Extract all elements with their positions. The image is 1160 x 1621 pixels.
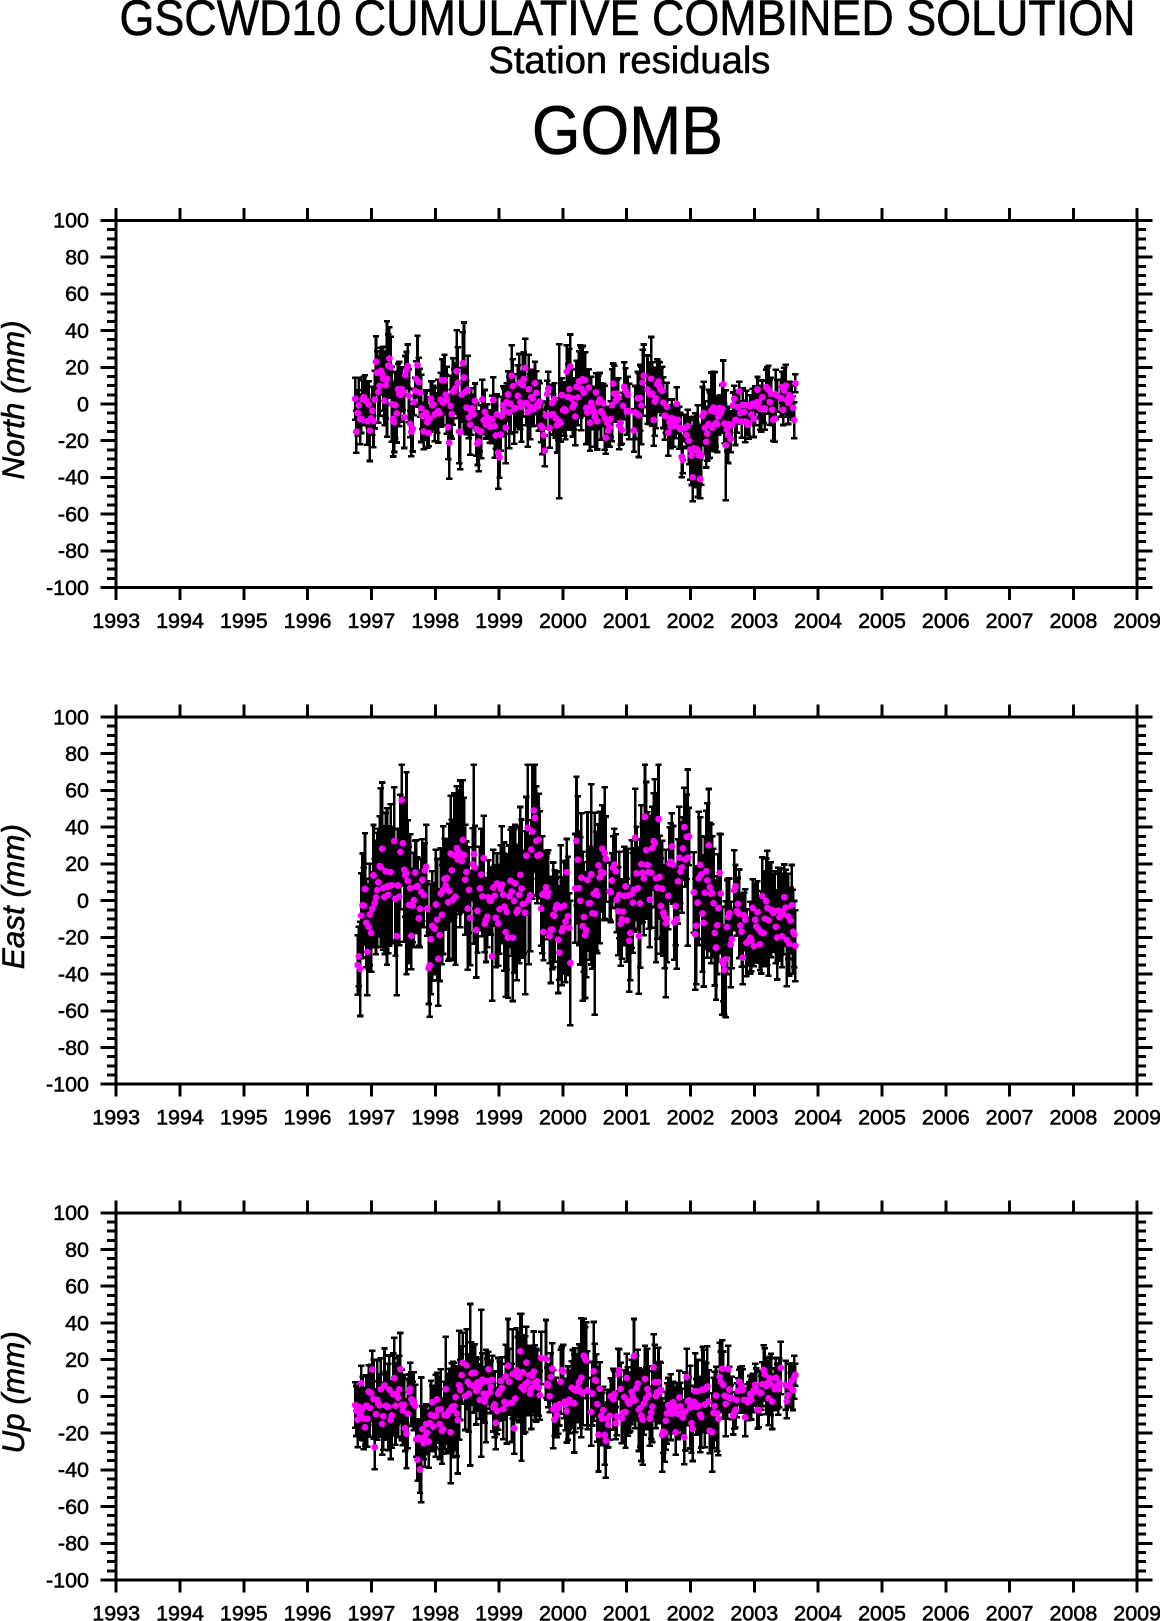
svg-text:2008: 2008: [1049, 609, 1097, 633]
svg-text:1997: 1997: [347, 1602, 395, 1621]
svg-text:Station residuals: Station residuals: [488, 39, 770, 81]
svg-text:1995: 1995: [220, 609, 268, 633]
svg-text:100: 100: [53, 705, 89, 729]
svg-text:1994: 1994: [156, 609, 204, 633]
svg-text:20: 20: [65, 356, 89, 380]
svg-text:2003: 2003: [730, 1106, 778, 1130]
svg-text:20: 20: [65, 1348, 89, 1372]
svg-text:1999: 1999: [475, 1106, 523, 1130]
svg-text:1994: 1994: [156, 1602, 204, 1621]
svg-text:-20: -20: [58, 429, 89, 453]
svg-text:2003: 2003: [730, 609, 778, 633]
svg-text:2002: 2002: [667, 609, 715, 633]
svg-text:1999: 1999: [475, 1602, 523, 1621]
svg-text:40: 40: [65, 319, 89, 343]
svg-text:GOMB: GOMB: [532, 93, 723, 169]
svg-text:2009: 2009: [1113, 1106, 1160, 1130]
svg-text:-80: -80: [58, 1036, 89, 1060]
svg-text:-100: -100: [46, 1568, 89, 1592]
svg-text:2008: 2008: [1049, 1602, 1097, 1621]
svg-text:2009: 2009: [1113, 1602, 1160, 1621]
svg-text:1997: 1997: [347, 1106, 395, 1130]
svg-text:2009: 2009: [1113, 609, 1160, 633]
svg-text:1993: 1993: [92, 1106, 140, 1130]
svg-text:100: 100: [53, 1201, 89, 1225]
svg-text:60: 60: [65, 1275, 89, 1299]
svg-text:20: 20: [65, 852, 89, 876]
svg-text:2001: 2001: [603, 1602, 651, 1621]
svg-text:2004: 2004: [794, 1602, 842, 1621]
svg-text:80: 80: [65, 245, 89, 269]
svg-text:-100: -100: [46, 1073, 89, 1097]
svg-text:Up (mm): Up (mm): [0, 1331, 31, 1453]
svg-text:-20: -20: [58, 1421, 89, 1445]
svg-text:-40: -40: [58, 1458, 89, 1482]
svg-text:2007: 2007: [986, 1106, 1034, 1130]
svg-text:1995: 1995: [220, 1602, 268, 1621]
svg-text:GSCWD10 CUMULATIVE COMBINED SO: GSCWD10 CUMULATIVE COMBINED SOLUTION: [120, 0, 1136, 46]
svg-text:2003: 2003: [730, 1602, 778, 1621]
svg-text:2006: 2006: [922, 1602, 970, 1621]
svg-text:2004: 2004: [794, 1106, 842, 1130]
svg-text:100: 100: [53, 209, 89, 233]
svg-text:-40: -40: [58, 962, 89, 986]
svg-text:60: 60: [65, 282, 89, 306]
svg-text:1994: 1994: [156, 1106, 204, 1130]
svg-text:1993: 1993: [92, 1602, 140, 1621]
svg-text:2006: 2006: [922, 609, 970, 633]
svg-text:-100: -100: [46, 576, 89, 600]
svg-text:2002: 2002: [667, 1106, 715, 1130]
svg-text:2007: 2007: [986, 1602, 1034, 1621]
svg-text:2005: 2005: [858, 1602, 906, 1621]
svg-text:North (mm): North (mm): [0, 320, 31, 479]
svg-text:2000: 2000: [539, 609, 587, 633]
svg-text:0: 0: [77, 392, 89, 416]
svg-text:40: 40: [65, 1311, 89, 1335]
svg-text:0: 0: [77, 1385, 89, 1409]
svg-text:80: 80: [65, 1238, 89, 1262]
svg-text:-80: -80: [58, 539, 89, 563]
svg-text:1996: 1996: [284, 1106, 332, 1130]
svg-text:2007: 2007: [986, 609, 1034, 633]
svg-text:2002: 2002: [667, 1602, 715, 1621]
svg-text:2001: 2001: [603, 609, 651, 633]
svg-text:1998: 1998: [411, 1602, 459, 1621]
svg-text:East (mm): East (mm): [0, 824, 31, 969]
svg-text:1993: 1993: [92, 609, 140, 633]
svg-text:0: 0: [77, 889, 89, 913]
svg-text:-60: -60: [58, 1495, 89, 1519]
svg-text:40: 40: [65, 816, 89, 840]
svg-text:-20: -20: [58, 926, 89, 950]
svg-text:2005: 2005: [858, 609, 906, 633]
svg-text:2004: 2004: [794, 609, 842, 633]
svg-text:-40: -40: [58, 466, 89, 490]
svg-text:2008: 2008: [1049, 1106, 1097, 1130]
svg-text:1996: 1996: [284, 1602, 332, 1621]
svg-text:1999: 1999: [475, 609, 523, 633]
svg-text:-80: -80: [58, 1532, 89, 1556]
svg-text:1997: 1997: [347, 609, 395, 633]
svg-text:1998: 1998: [411, 1106, 459, 1130]
svg-text:1996: 1996: [284, 609, 332, 633]
svg-text:2006: 2006: [922, 1106, 970, 1130]
svg-text:60: 60: [65, 779, 89, 803]
svg-text:2000: 2000: [539, 1106, 587, 1130]
svg-text:1998: 1998: [411, 609, 459, 633]
svg-text:80: 80: [65, 742, 89, 766]
svg-text:-60: -60: [58, 999, 89, 1023]
svg-text:2000: 2000: [539, 1602, 587, 1621]
svg-text:2001: 2001: [603, 1106, 651, 1130]
svg-text:-60: -60: [58, 503, 89, 527]
svg-text:2005: 2005: [858, 1106, 906, 1130]
svg-text:1995: 1995: [220, 1106, 268, 1130]
